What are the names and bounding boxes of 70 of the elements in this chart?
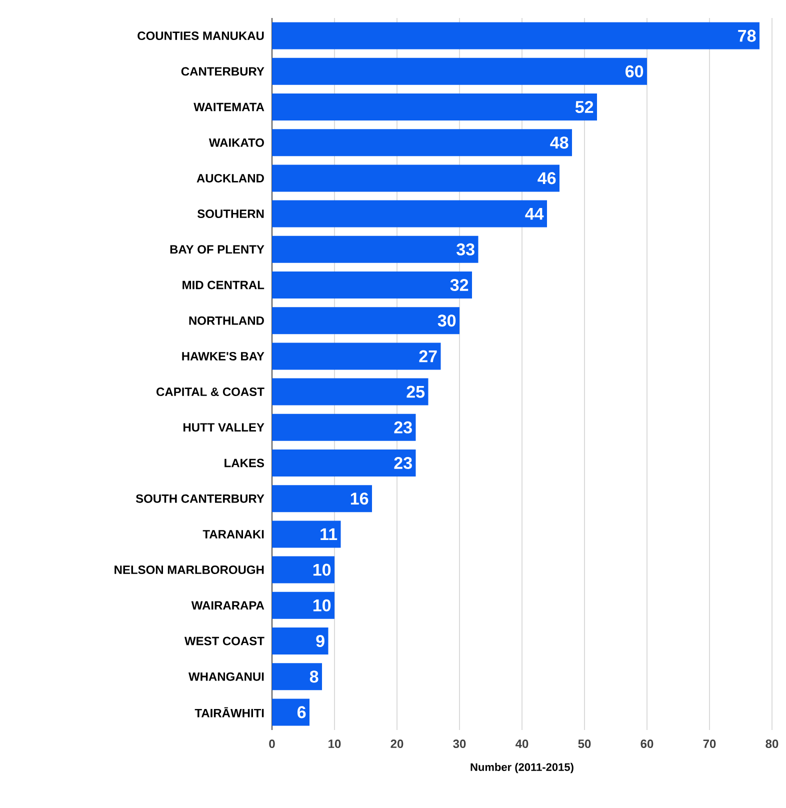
data-label: 46 [538, 172, 556, 184]
bar [272, 592, 334, 619]
x-tick-label: 0 [269, 740, 275, 748]
bar [272, 414, 416, 441]
bar [272, 663, 322, 690]
y-tick-label: LAKES [224, 458, 264, 468]
x-tick-label: 60 [640, 740, 654, 748]
x-tick-label: 30 [453, 740, 466, 748]
bar [272, 58, 647, 85]
data-label: 30 [438, 314, 456, 327]
bar [272, 378, 428, 406]
bar [272, 22, 760, 50]
y-tick-label: MID CENTRAL [182, 280, 264, 290]
x-axis-title: Number (2011-2015) [470, 762, 574, 774]
y-tick-label: WAIRARAPA [191, 601, 264, 610]
y-tick-label: SOUTHERN [197, 210, 264, 218]
bar [272, 272, 472, 299]
x-tick-label: 80 [766, 740, 778, 748]
y-tick-label: CAPITAL & COAST [156, 388, 264, 396]
data-label: 23 [394, 421, 412, 434]
data-label: 16 [350, 492, 368, 505]
data-label: 52 [575, 100, 594, 114]
bar [272, 485, 372, 512]
y-tick-label: TARANAKI [202, 530, 264, 538]
data-label: 60 [626, 65, 644, 78]
data-label: 27 [419, 350, 437, 362]
bar [272, 450, 416, 477]
data-label: 10 [313, 564, 331, 576]
y-tick-label: WHANGANUI [188, 672, 264, 681]
data-label: 32 [450, 278, 468, 292]
y-tick-label: COUNTIES MANUKAU [138, 32, 264, 40]
y-tick-label: HUTT VALLEY [183, 423, 264, 432]
y-tick-label: NORTHLAND [189, 316, 264, 325]
bar [272, 200, 547, 228]
bar [272, 129, 572, 156]
y-tick-label: WAITEMATA [194, 102, 264, 112]
bar [272, 698, 310, 726]
y-tick-label: WEST COAST [184, 636, 264, 646]
y-tick-label: AUCKLAND [196, 174, 264, 182]
x-tick-label: 50 [578, 740, 591, 748]
bar [272, 628, 328, 655]
y-tick-label: HAWKE'S BAY [182, 352, 264, 360]
data-label: 33 [456, 243, 474, 256]
y-tick-label: BAY OF PLENTY [170, 245, 264, 254]
x-tick-label: 70 [703, 740, 716, 748]
data-label: 23 [394, 456, 412, 470]
bar [272, 342, 441, 370]
data-label: 44 [525, 208, 544, 220]
y-tick-label: TAIRĀWHITI [194, 707, 264, 718]
y-tick-label: NELSON MARLBOROUGH [114, 566, 264, 574]
data-label: 8 [310, 670, 318, 683]
data-label: 10 [313, 599, 331, 612]
data-label: 48 [550, 136, 568, 149]
data-label: 9 [316, 634, 324, 648]
data-label: 78 [738, 30, 756, 42]
data-label: 25 [406, 386, 425, 398]
bar [272, 307, 460, 334]
y-tick-label: CANTERBURY [181, 67, 264, 76]
y-tick-label: WAIKATO [208, 138, 264, 147]
x-tick-label: 20 [390, 740, 404, 748]
y-tick-label: SOUTH CANTERBURY [136, 494, 264, 503]
x-tick-label: 10 [328, 740, 341, 748]
data-label: 6 [297, 706, 306, 718]
bar [272, 94, 597, 121]
bar [272, 236, 478, 263]
bar [272, 556, 334, 584]
bar [272, 520, 341, 548]
data-label: 11 [320, 528, 338, 540]
x-tick-label: 40 [516, 740, 528, 748]
bar [272, 164, 560, 192]
